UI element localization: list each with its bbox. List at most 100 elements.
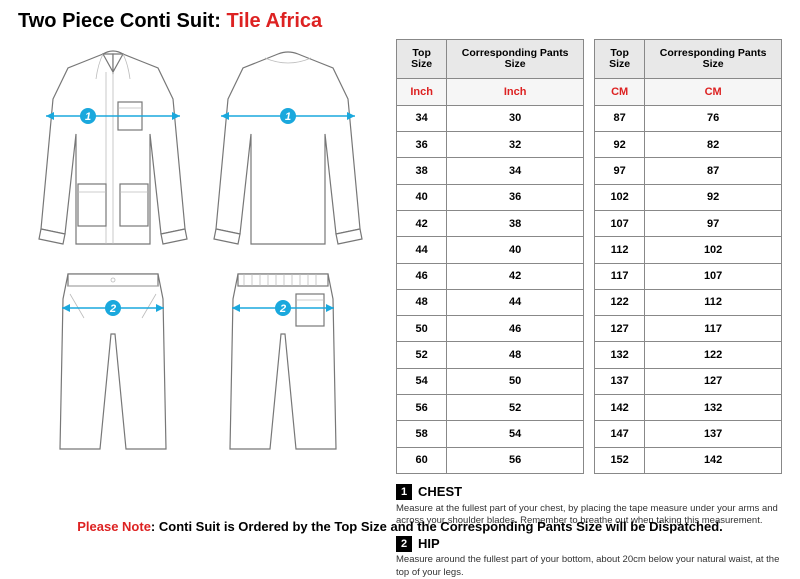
table-row: 4844	[397, 289, 584, 315]
table-cell: 142	[595, 395, 645, 421]
table-cell: 97	[595, 158, 645, 184]
footer-note: Please Note: Conti Suit is Ordered by th…	[18, 519, 782, 534]
table-unit: Inch	[397, 79, 447, 105]
table-unit: CM	[645, 79, 782, 105]
table-cell: 38	[447, 210, 584, 236]
table-cell: 107	[595, 210, 645, 236]
table-cell: 42	[397, 210, 447, 236]
table-unit: Inch	[447, 79, 584, 105]
table-cell: 92	[645, 184, 782, 210]
table-cell: 137	[595, 368, 645, 394]
table-cell: 122	[645, 342, 782, 368]
chest-marker: 1	[85, 111, 91, 123]
table-row: 4238	[397, 210, 584, 236]
table-cell: 112	[645, 289, 782, 315]
table-row: 137127	[595, 368, 782, 394]
table-cell: 117	[645, 316, 782, 342]
table-row: 4440	[397, 237, 584, 263]
table-row: 10797	[595, 210, 782, 236]
table-cell: 92	[595, 132, 645, 158]
table-cell: 142	[645, 447, 782, 473]
table-header: Corresponding Pants Size	[645, 40, 782, 79]
table-cell: 34	[447, 158, 584, 184]
table-row: 9787	[595, 158, 782, 184]
table-row: 6056	[397, 447, 584, 473]
table-cell: 56	[447, 447, 584, 473]
size-table-cm: Top SizeCorresponding Pants SizeCMCM8776…	[594, 39, 782, 474]
table-cell: 132	[595, 342, 645, 368]
table-row: 3632	[397, 132, 584, 158]
table-cell: 56	[397, 395, 447, 421]
table-cell: 87	[595, 105, 645, 131]
table-cell: 32	[447, 132, 584, 158]
table-cell: 48	[397, 289, 447, 315]
hip-marker: 2	[109, 303, 116, 315]
table-cell: 46	[397, 263, 447, 289]
table-row: 10292	[595, 184, 782, 210]
hip-marker-back: 2	[279, 303, 286, 315]
table-cell: 50	[397, 316, 447, 342]
table-cell: 137	[645, 421, 782, 447]
table-row: 127117	[595, 316, 782, 342]
table-row: 9282	[595, 132, 782, 158]
table-cell: 127	[645, 368, 782, 394]
table-row: 5854	[397, 421, 584, 447]
table-cell: 122	[595, 289, 645, 315]
footer-please-note: Please Note	[77, 519, 151, 534]
instruction-title: HIP	[418, 536, 440, 553]
table-cell: 112	[595, 237, 645, 263]
table-cell: 42	[447, 263, 584, 289]
table-cell: 82	[645, 132, 782, 158]
footer-text: : Conti Suit is Ordered by the Top Size …	[151, 519, 723, 534]
garment-diagram: 1 1	[18, 39, 378, 469]
table-row: 147137	[595, 421, 782, 447]
table-cell: 127	[595, 316, 645, 342]
table-row: 5046	[397, 316, 584, 342]
table-row: 152142	[595, 447, 782, 473]
size-table-inch: Top SizeCorresponding Pants SizeInchInch…	[396, 39, 584, 474]
table-cell: 36	[397, 132, 447, 158]
table-unit: CM	[595, 79, 645, 105]
table-cell: 147	[595, 421, 645, 447]
instruction-number: 1	[396, 484, 412, 500]
table-row: 5652	[397, 395, 584, 421]
table-cell: 60	[397, 447, 447, 473]
table-cell: 132	[645, 395, 782, 421]
table-cell: 54	[447, 421, 584, 447]
table-cell: 52	[397, 342, 447, 368]
table-cell: 38	[397, 158, 447, 184]
chest-marker-back: 1	[285, 111, 291, 123]
table-header: Corresponding Pants Size	[447, 40, 584, 79]
table-cell: 44	[447, 289, 584, 315]
table-cell: 87	[645, 158, 782, 184]
table-cell: 40	[397, 184, 447, 210]
table-row: 5450	[397, 368, 584, 394]
table-cell: 102	[645, 237, 782, 263]
table-cell: 40	[447, 237, 584, 263]
page-title: Two Piece Conti Suit: Tile Africa	[18, 10, 782, 33]
table-cell: 54	[397, 368, 447, 394]
table-row: 122112	[595, 289, 782, 315]
table-cell: 117	[595, 263, 645, 289]
main-row: 1 1	[18, 39, 782, 474]
table-cell: 34	[397, 105, 447, 131]
instruction-block: 2 HIPMeasure around the fullest part of y…	[396, 536, 782, 579]
table-cell: 152	[595, 447, 645, 473]
table-row: 8776	[595, 105, 782, 131]
table-cell: 36	[447, 184, 584, 210]
table-row: 4036	[397, 184, 584, 210]
table-cell: 44	[397, 237, 447, 263]
table-cell: 107	[645, 263, 782, 289]
instruction-text: Measure around the fullest part of your …	[396, 554, 782, 579]
table-cell: 76	[645, 105, 782, 131]
instruction-number: 2	[396, 536, 412, 552]
table-row: 112102	[595, 237, 782, 263]
table-cell: 50	[447, 368, 584, 394]
title-brand: Tile Africa	[227, 10, 323, 32]
table-cell: 48	[447, 342, 584, 368]
table-cell: 97	[645, 210, 782, 236]
table-header: Top Size	[397, 40, 447, 79]
title-prefix: Two Piece Conti Suit:	[18, 10, 227, 32]
table-header: Top Size	[595, 40, 645, 79]
table-row: 142132	[595, 395, 782, 421]
